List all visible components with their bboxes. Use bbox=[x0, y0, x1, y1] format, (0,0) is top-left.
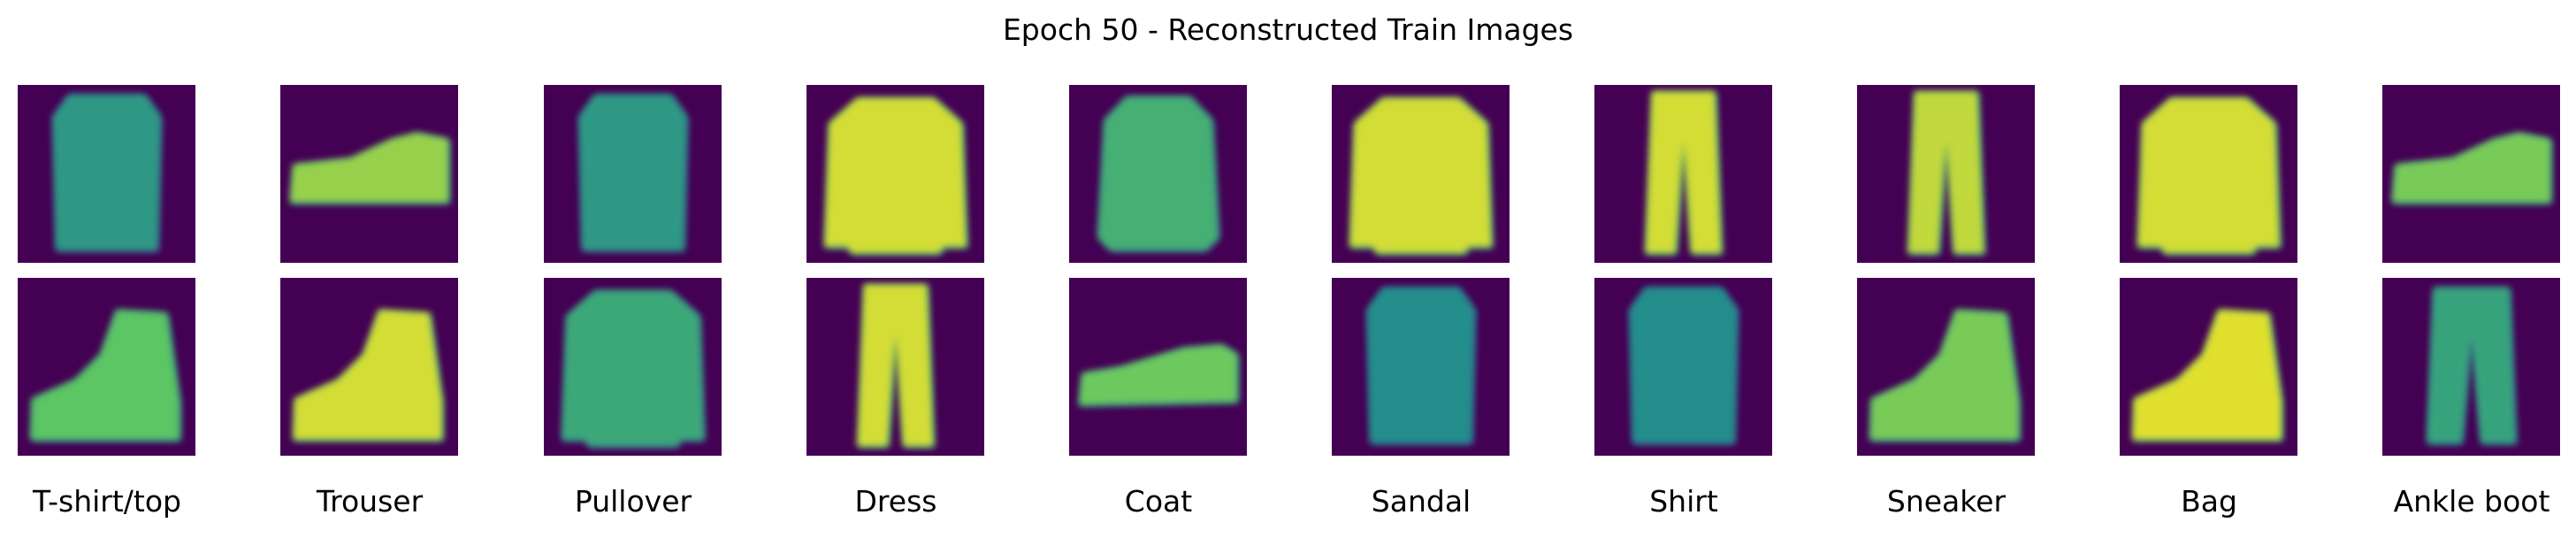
image-pullover-row2 bbox=[544, 278, 722, 456]
image-ankle-boot-row2 bbox=[2382, 278, 2560, 456]
image-sneaker-row2 bbox=[1857, 278, 2035, 456]
class-label-sandal: Sandal bbox=[1371, 484, 1471, 519]
image-coat-row2 bbox=[1069, 278, 1247, 456]
image-pullover-row1 bbox=[544, 85, 722, 263]
figure-title: Epoch 50 - Reconstructed Train Images bbox=[1002, 12, 1574, 47]
class-label-shirt: Shirt bbox=[1649, 484, 1718, 519]
class-label-ankle-boot: Ankle boot bbox=[2393, 484, 2550, 519]
image-bag-row1 bbox=[2120, 85, 2297, 263]
image-sandal-row1 bbox=[1332, 85, 1510, 263]
image-shirt-row2 bbox=[1594, 278, 1772, 456]
image-sneaker-row1 bbox=[1857, 85, 2035, 263]
class-label-coat: Coat bbox=[1124, 484, 1193, 519]
image-ankle-boot-row1 bbox=[2382, 85, 2560, 263]
class-label-bag: Bag bbox=[2181, 484, 2237, 519]
image-tshirt-top-row2 bbox=[18, 278, 195, 456]
image-tshirt-top-row1 bbox=[18, 85, 195, 263]
class-label-sneaker: Sneaker bbox=[1886, 484, 2007, 519]
class-label-pullover: Pullover bbox=[574, 484, 692, 519]
class-label-dress: Dress bbox=[854, 484, 937, 519]
image-shirt-row1 bbox=[1594, 85, 1772, 263]
image-trouser-row1 bbox=[280, 85, 458, 263]
class-label-trouser: Trouser bbox=[316, 484, 424, 519]
image-bag-row2 bbox=[2120, 278, 2297, 456]
class-label-tshirt-top: T-shirt/top bbox=[32, 484, 181, 519]
image-trouser-row2 bbox=[280, 278, 458, 456]
image-coat-row1 bbox=[1069, 85, 1247, 263]
image-sandal-row2 bbox=[1332, 278, 1510, 456]
image-dress-row2 bbox=[806, 278, 984, 456]
image-dress-row1 bbox=[806, 85, 984, 263]
